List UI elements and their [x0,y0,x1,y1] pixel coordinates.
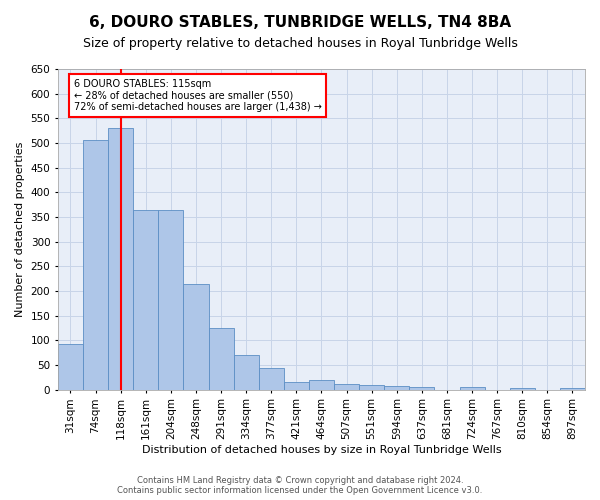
Bar [133,210,158,390]
Y-axis label: Number of detached properties: Number of detached properties [15,142,25,317]
Bar [460,387,485,390]
Bar [510,388,535,390]
Bar [284,382,309,390]
Text: 6 DOURO STABLES: 115sqm
← 28% of detached houses are smaller (550)
72% of semi-d: 6 DOURO STABLES: 115sqm ← 28% of detache… [74,78,322,112]
Bar [560,388,585,390]
Bar [233,355,259,390]
Text: Size of property relative to detached houses in Royal Tunbridge Wells: Size of property relative to detached ho… [83,38,517,51]
Bar [309,380,334,390]
X-axis label: Distribution of detached houses by size in Royal Tunbridge Wells: Distribution of detached houses by size … [142,445,501,455]
Bar [209,328,233,390]
Bar [334,384,359,390]
Bar [58,344,83,390]
Bar [359,384,384,390]
Bar [158,210,184,390]
Bar [83,140,108,390]
Text: 6, DOURO STABLES, TUNBRIDGE WELLS, TN4 8BA: 6, DOURO STABLES, TUNBRIDGE WELLS, TN4 8… [89,15,511,30]
Bar [184,284,209,390]
Bar [259,368,284,390]
Bar [108,128,133,390]
Bar [409,387,434,390]
Text: Contains HM Land Registry data © Crown copyright and database right 2024.
Contai: Contains HM Land Registry data © Crown c… [118,476,482,495]
Bar [384,386,409,390]
